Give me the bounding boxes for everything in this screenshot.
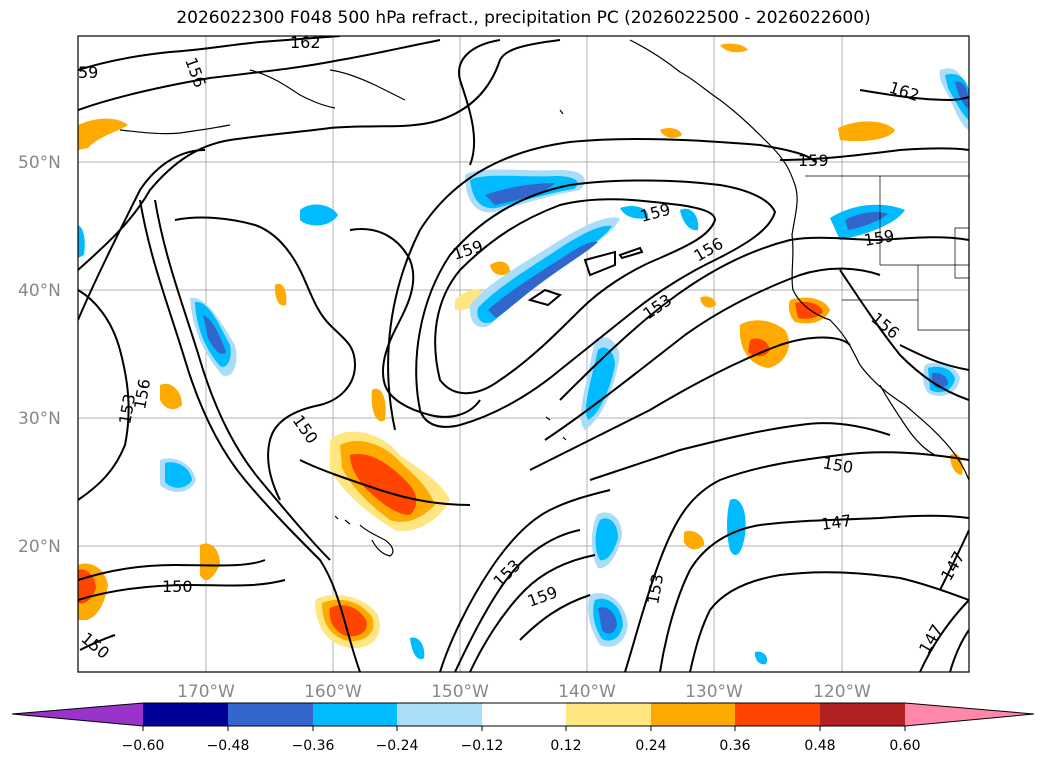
colorbar-segment [735,703,820,726]
refractivity-contours [78,36,969,672]
negative-anomaly-areas [78,68,969,665]
latitude-labels: 50°N 40°N 30°N 20°N [18,153,61,557]
colorbar-tick-label: 0.60 [889,738,920,754]
contour-label: 150 [162,577,193,596]
contour-label: 162 [290,33,321,52]
colorbar-segment [820,703,905,726]
colorbar-tick-label: 0.12 [550,738,581,754]
colorbar-tick-label: 0.48 [804,738,835,754]
colorbar-tick-label: −0.12 [461,738,504,754]
colorbar-tick-label: −0.36 [292,738,335,754]
colorbar-tick-label: 0.24 [635,738,666,754]
colorbar-tick-label: −0.24 [376,738,419,754]
colorbar-segment [228,703,313,726]
coastlines [119,39,969,557]
lat-label-30n: 30°N [18,409,61,429]
contour-label: 59 [78,63,98,82]
lat-label-40n: 40°N [18,281,61,301]
lon-label-130w: 130°W [685,682,743,702]
colorbar-segment [651,703,735,726]
lat-label-50n: 50°N [18,153,61,173]
lon-label-120w: 120°W [813,682,871,702]
colorbar-tick-label: −0.60 [122,738,165,754]
lon-label-160w: 160°W [304,682,362,702]
colorbar-segment [143,703,228,726]
map-frame [77,35,970,673]
colorbar-segment [566,703,651,726]
colorbar-tick-label: 0.36 [719,738,750,754]
lon-label-150w: 150°W [431,682,489,702]
contour-label: 159 [798,151,829,170]
colorbar-segment [313,703,397,726]
lon-label-140w: 140°W [558,682,616,702]
lat-label-20n: 20°N [18,537,61,557]
borders [805,175,969,331]
longitude-labels: 170°W 160°W 150°W 140°W 130°W 120°W [177,682,871,702]
colorbar: −0.60 −0.48 −0.36 −0.24 −0.12 0.12 0.24 … [11,702,1035,754]
colorbar-extend-high [905,703,1034,726]
colorbar-extend-low [12,703,143,726]
colorbar-segment [482,703,566,726]
lon-label-170w: 170°W [177,682,235,702]
contour-label: 147 [820,511,853,534]
plot-title: 2026022300 F048 500 hPa refract., precip… [176,8,871,28]
colorbar-tick-label: −0.48 [207,738,250,754]
colorbar-segment [397,703,482,726]
